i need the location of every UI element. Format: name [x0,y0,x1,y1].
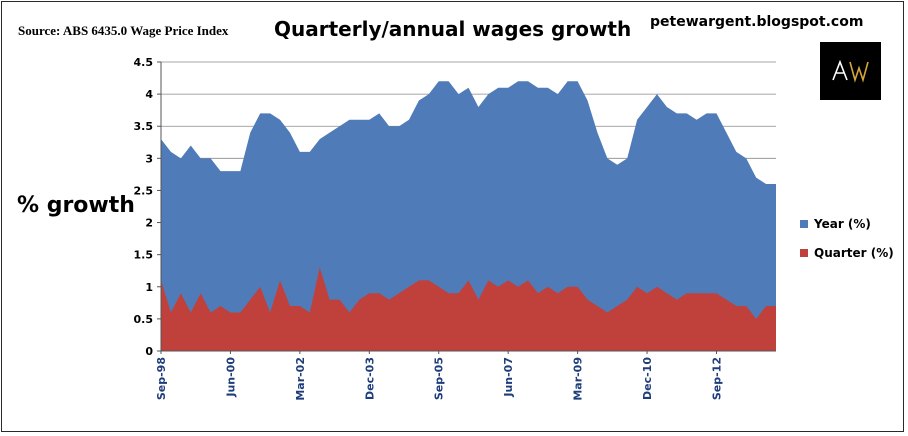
x-tick-label: Sep-98 [155,357,168,400]
x-tick-label: Dec-03 [363,357,376,400]
x-tick-label: Sep-12 [710,357,723,400]
y-tick-label: 1.5 [134,249,154,262]
y-tick-label: 1 [145,281,153,294]
x-tick-label: Sep-05 [433,357,446,400]
y-axis-label: % growth [17,193,135,218]
x-tick-label: Mar-09 [572,357,585,401]
chart-title: Quarterly/annual wages growth [274,17,632,41]
x-tick-label: Jun-07 [502,357,515,398]
legend-swatch-quarter [800,249,808,257]
x-tick-label: Dec-10 [641,357,654,400]
legend-label-year: Year (%) [814,217,871,231]
x-tick-label: Mar-02 [294,357,307,401]
aw-logo: AW [820,42,881,100]
legend-label-quarter: Quarter (%) [814,246,894,260]
source-note: Source: ABS 6435.0 Wage Price Index [18,23,229,38]
y-tick-label: 2 [145,217,153,230]
legend-item-quarter: Quarter (%) [800,246,894,260]
y-tick-label: 0.5 [134,313,154,326]
quarter-area-series [161,267,776,351]
x-tick-label: Jun-00 [224,357,237,398]
aw-logo-icon: AW [831,59,869,83]
legend-item-year: Year (%) [800,217,871,231]
y-tick-label: 4 [145,88,153,101]
y-tick-label: 3 [145,152,153,165]
y-tick-label: 0 [145,345,153,358]
year-area-series [161,81,776,352]
blog-url: petewargent.blogspot.com [650,14,864,30]
legend-swatch-year [800,220,808,228]
y-tick-label: 3.5 [134,120,154,133]
y-tick-label: 2.5 [134,184,154,197]
y-tick-label: 4.5 [134,56,154,69]
